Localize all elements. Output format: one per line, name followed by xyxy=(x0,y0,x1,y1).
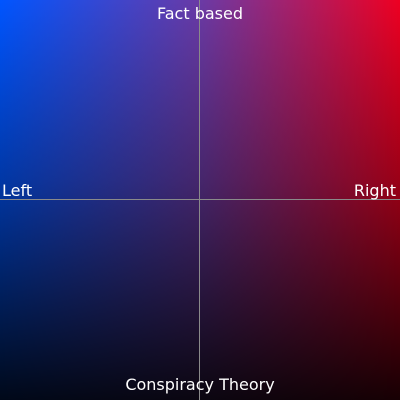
bottom-axis-label: Conspiracy Theory xyxy=(125,375,275,394)
top-axis-label: Fact based xyxy=(157,4,243,23)
vertical-axis-line xyxy=(199,0,200,400)
left-axis-label: Left xyxy=(2,181,33,200)
right-axis-label: Right xyxy=(353,181,396,200)
horizontal-axis-line xyxy=(0,199,400,200)
